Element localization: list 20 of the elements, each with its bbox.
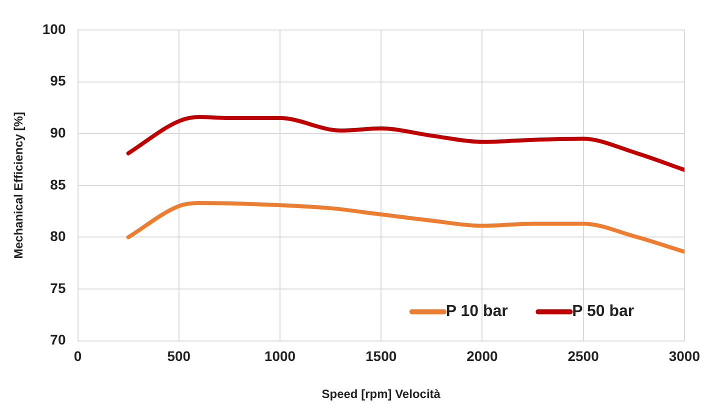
- y-tick-label: 95: [50, 72, 66, 89]
- y-tick-label: 80: [50, 228, 66, 244]
- x-axis-title: Speed [rpm] Velocità: [322, 387, 441, 402]
- x-tick-label: 1500: [366, 348, 397, 364]
- y-tick-label: 75: [50, 280, 66, 296]
- legend-label: P 50 bar: [572, 303, 634, 320]
- line-series: [126, 115, 684, 172]
- x-tick-label: 2500: [568, 348, 600, 364]
- x-tick-label: 1000: [264, 348, 296, 364]
- y-tick-label: 90: [50, 124, 66, 140]
- x-tick-label: 2000: [466, 348, 498, 364]
- y-tick-label: 85: [50, 176, 66, 192]
- legend-label: P 10 bar: [446, 303, 508, 320]
- x-tick-label: 3000: [668, 348, 700, 364]
- y-tick-label: 70: [50, 332, 66, 348]
- line-series: [126, 201, 684, 254]
- y-tick-label: 100: [42, 20, 66, 37]
- y-axis-title: Mechanical Efficiency [%]: [12, 112, 26, 259]
- x-tick-label: 0: [74, 348, 82, 364]
- x-tick-label: 500: [167, 348, 191, 364]
